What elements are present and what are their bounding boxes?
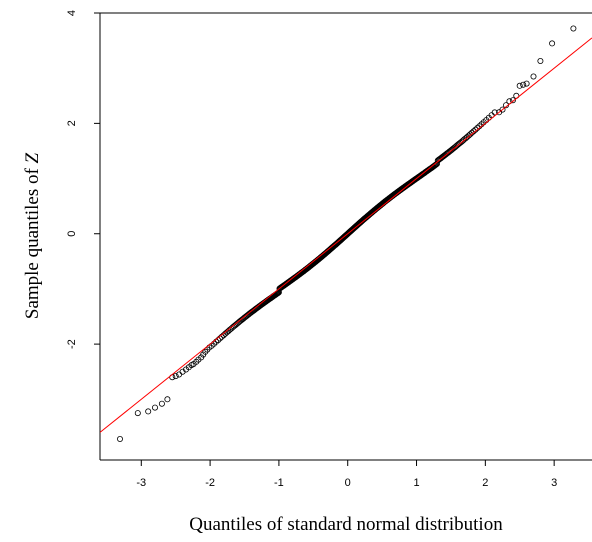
data-point (117, 435, 124, 442)
data-point (134, 410, 141, 417)
data-point (468, 129, 475, 136)
reference-line-group (100, 37, 592, 433)
reference-line (100, 37, 592, 433)
data-point (158, 400, 165, 407)
y-tick-label: 4 (66, 10, 78, 16)
x-tick-label: 3 (551, 477, 557, 489)
y-tick-label: -2 (66, 339, 78, 349)
x-tick-label: 1 (413, 477, 419, 489)
y-tick-label: 0 (66, 231, 78, 237)
data-point (509, 97, 516, 104)
y-axis-label-prefix: Sample quantiles of (22, 163, 43, 319)
data-point (164, 396, 171, 403)
y-axis-label: Sample quantiles of Z (22, 152, 43, 319)
sample-points (117, 25, 577, 442)
data-point (549, 40, 556, 47)
data-point (151, 404, 158, 411)
data-point (523, 80, 530, 87)
x-tick-label: 0 (345, 477, 351, 489)
x-axis-label: Quantiles of standard normal distributio… (189, 514, 503, 535)
data-point (516, 82, 523, 89)
x-axis-ticks: -3 -2 -1 0 1 2 3 (136, 460, 557, 489)
data-point (467, 131, 474, 138)
y-axis-ticks: -2 0 2 4 (66, 10, 100, 349)
data-point (499, 106, 506, 113)
x-tick-label: 2 (482, 477, 488, 489)
data-point (530, 73, 537, 80)
y-axis-label-symbol: Z (22, 152, 43, 163)
data-point (520, 81, 527, 88)
data-point (491, 109, 498, 116)
x-tick-label: -1 (274, 477, 284, 489)
data-point (145, 408, 152, 415)
data-point (570, 25, 577, 32)
data-point (172, 373, 179, 380)
data-point (537, 58, 544, 65)
y-tick-label: 2 (66, 120, 78, 126)
x-tick-label: -3 (136, 477, 146, 489)
x-tick-label: -2 (205, 477, 215, 489)
